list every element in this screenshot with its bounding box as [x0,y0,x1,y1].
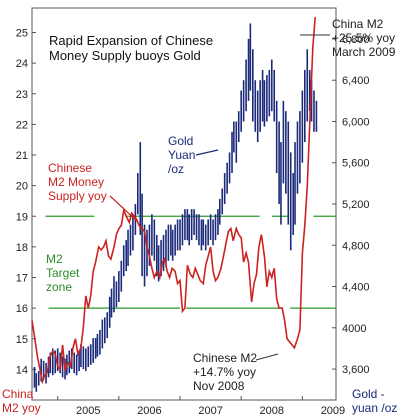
x-tick-label: 2009 [321,405,345,417]
left-tick-label: 23 [16,89,28,101]
target-zone-label-line: zone [46,279,73,294]
right-axis-ticks: 3,600 4000 4,400 4,800 5,200 5,600 6,000 6,400 6… [332,34,370,376]
m2-series-label-line: Chinese [48,161,93,175]
nov-2008-leader [255,353,279,361]
march-2009-annotation: China M2 +25.5% yoy March 2009 [332,17,396,59]
left-tick-label: 20 [16,181,28,193]
right-tick-label: 4,400 [342,282,370,294]
nov-2008-annotation-line: Chinese M2 [193,351,258,365]
x-tick-label: 2008 [260,405,284,417]
left-tick-label: 15 [16,334,28,346]
gold-label-leader [195,149,219,156]
x-axis-ticks: 2005 2006 2007 2008 2009 [57,396,345,417]
right-tick-label: 5,600 [342,158,370,170]
left-tick-label: 18 [16,242,28,254]
left-tick-label: 24 [16,58,28,70]
nov-2008-annotation-line: Nov 2008 [193,378,245,393]
right-tick-label: 6,400 [342,75,370,87]
gold-series-label: Gold Yuan /oz [168,134,196,176]
m2-series-label-line: Supply yoy [48,188,107,203]
march-2009-annotation-line: +25.5% yoy [332,30,396,45]
gold-series-label-line: Yuan [168,147,196,162]
target-zone-label: M2 Target zone [46,252,80,294]
gold-series [33,23,318,392]
right-tick-label: 6,800 [342,34,370,46]
right-tick-label: 5,200 [342,199,370,211]
right-tick-label: 6,000 [342,116,370,128]
left-tick-label: 25 [16,28,28,40]
right-tick-label: 4000 [342,323,366,335]
march-2009-annotation-line: March 2009 [332,44,396,59]
gold-series-label-line: Gold [168,134,194,148]
x-tick-label: 2007 [198,405,222,417]
left-tick-label: 14 [16,364,28,376]
x-tick-label: 2005 [76,405,100,417]
nov-2008-annotation: Chinese M2 +14.7% yoy Nov 2008 [193,351,258,393]
m2-series-label-line: M2 Money [48,174,105,189]
chart-title: Rapid Expansion of Chinese Money Supply … [49,33,214,63]
m2-yoy-line [31,17,316,385]
right-tick-label: 4,800 [342,240,370,252]
gold-series-label-line: /oz [168,161,185,176]
left-tick-label: 16 [16,303,28,315]
left-tick-label: 21 [16,150,28,162]
left-axis-title: China M2 yoy [2,387,41,415]
left-tick-label: 17 [16,273,28,285]
target-zone-label-line: Target [46,265,80,280]
nov-2008-annotation-line: +14.7% yoy [193,364,257,379]
left-axis-ticks: 14 15 16 17 18 19 20 21 22 23 24 25 [16,28,36,376]
left-tick-label: 19 [16,211,28,223]
right-axis-title: Gold - yuan /oz [352,387,398,415]
m2-label-leader [109,195,139,223]
m2-series [31,17,316,385]
left-tick-label: 22 [16,119,28,131]
march-2009-annotation-line: China M2 [332,17,384,31]
target-zone-label-line: M2 [46,252,63,266]
right-tick-label: 3,600 [342,364,370,376]
x-tick-label: 2006 [137,405,161,417]
annotation-leaders [109,34,330,361]
m2-series-label: Chinese M2 Money Supply yoy [48,161,107,203]
